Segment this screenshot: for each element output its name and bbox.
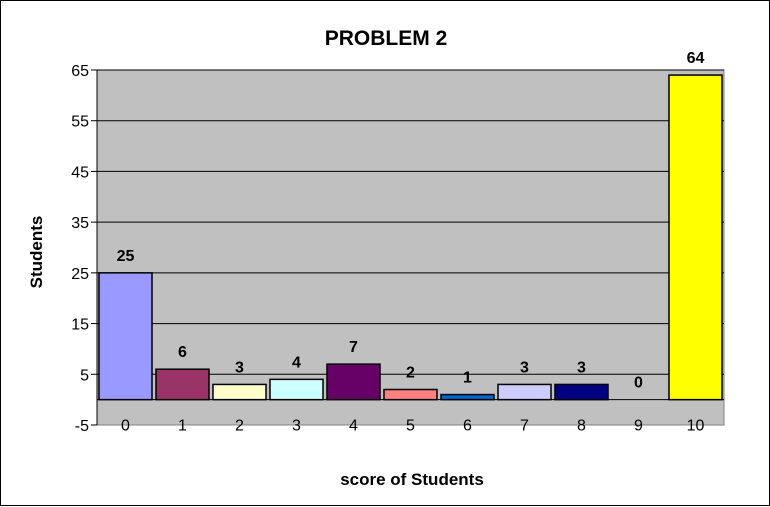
x-tick-label: 4 [349, 418, 358, 435]
x-axis-label: score of Students [340, 470, 484, 489]
data-label-0: 25 [117, 248, 135, 265]
x-tick-label: 0 [121, 418, 130, 435]
data-label-7: 3 [520, 359, 529, 376]
y-tick-label: -5 [75, 418, 89, 435]
bar-7 [497, 383, 552, 401]
x-tick-label: 9 [634, 418, 643, 435]
data-label-3: 4 [292, 354, 301, 371]
x-tick-labels: 0 1 2 3 4 5 6 7 8 9 10 [121, 418, 704, 435]
y-tick-label: 5 [80, 367, 89, 384]
y-tick-labels: -5 5 15 25 35 45 55 65 [71, 63, 89, 435]
plot-area [96, 69, 725, 426]
y-tick-label: 15 [71, 317, 89, 334]
x-tick-label: 8 [577, 418, 586, 435]
bar-0 [98, 272, 153, 401]
y-tick-label: 35 [71, 215, 89, 232]
data-label-10: 64 [687, 50, 705, 67]
axes [91, 69, 724, 426]
bar-2 [212, 383, 267, 401]
bar-5 [383, 388, 438, 401]
data-label-2: 3 [235, 359, 244, 376]
bar-8 [554, 383, 609, 401]
y-tick-label: 25 [71, 266, 89, 283]
data-label-9: 0 [634, 375, 643, 392]
data-labels: 25 6 3 4 7 2 1 3 3 0 64 [117, 50, 705, 392]
y-axis-label: Students [27, 216, 46, 289]
y-tick-label: 65 [71, 63, 89, 80]
bar-6 [440, 393, 495, 401]
bar-4 [326, 363, 381, 401]
data-label-6: 1 [463, 370, 472, 387]
data-label-8: 3 [577, 359, 586, 376]
x-tick-label: 2 [235, 418, 244, 435]
bar-10 [668, 74, 723, 401]
bar-1 [155, 368, 210, 401]
y-tick-label: 55 [71, 114, 89, 131]
x-tick-label: 6 [463, 418, 472, 435]
x-tick-label: 7 [520, 418, 529, 435]
x-tick-label: 1 [178, 418, 187, 435]
data-label-4: 7 [349, 339, 358, 356]
x-tick-label: 10 [687, 418, 705, 435]
y-tick-label: 45 [71, 164, 89, 181]
bar-3 [269, 378, 324, 401]
x-tick-label: 3 [292, 418, 301, 435]
data-label-1: 6 [178, 344, 187, 361]
chart-title: PROBLEM 2 [325, 27, 448, 50]
data-label-5: 2 [406, 365, 415, 382]
x-tick-label: 5 [406, 418, 415, 435]
